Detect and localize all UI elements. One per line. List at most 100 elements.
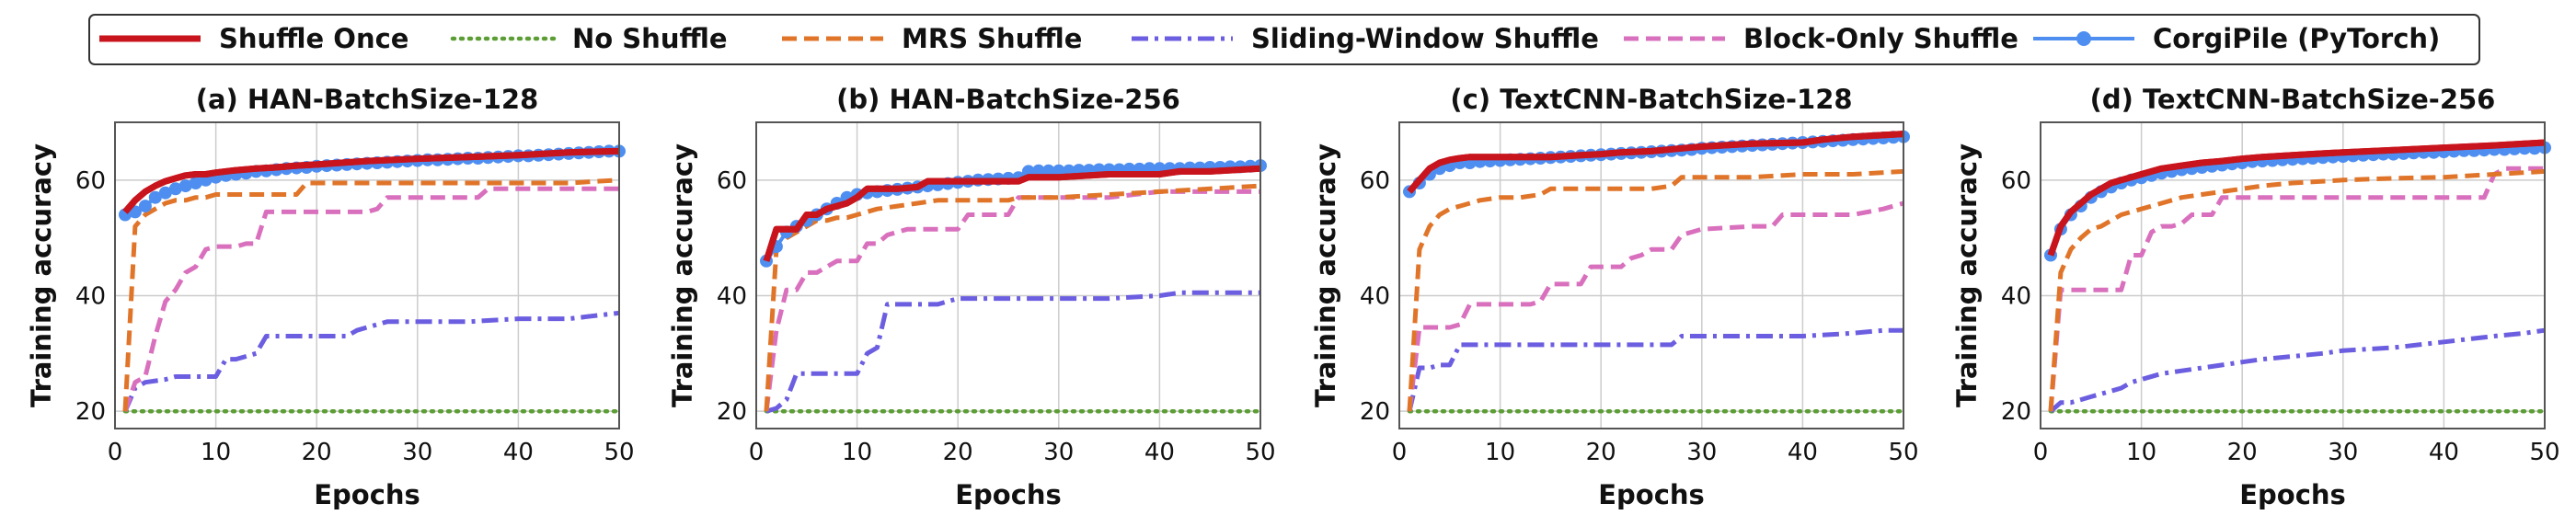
x-tick-label: 30 [2328,439,2358,466]
plot-frame [2040,121,2546,429]
y-tick-label: 60 [717,167,747,195]
legend-label: Shuffle Once [219,23,408,54]
x-tick-label: 0 [1392,439,1408,466]
legend-item-shuffle-once: Shuffle Once [99,23,408,54]
x-tick-label: 50 [1245,439,1275,466]
series-line-sliding-window-shuffle [122,310,620,413]
x-tick-label: 20 [2227,439,2258,466]
x-tick-label: 40 [503,439,534,466]
y-tick-label: 60 [2001,167,2031,195]
x-tick-label: 50 [604,439,634,466]
y-axis-label: Training accuracy [26,143,57,407]
x-tick-label: 30 [402,439,432,466]
series-line-block-only-shuffle [1407,200,1904,412]
x-axis-label: Epochs [955,479,1062,510]
series-line-mrs-shuffle [1407,168,1904,412]
x-tick-label: 0 [749,439,765,466]
data-point-corgipile-pytorch [148,190,162,204]
y-tick-label: 40 [1360,282,1390,310]
x-tick-label: 30 [1043,439,1074,466]
y-tick-label: 20 [75,398,106,426]
legend-item-sliding-window-shuffle: Sliding-Window Shuffle [1132,23,1599,54]
chart-panel-3: 0 10 20 30 40 50 20 40 60 (c) TextCNN-BatchSize-1… [1310,84,1919,510]
x-axis-label: Epochs [1598,479,1705,510]
series-line-sliding-window-shuffle [1407,327,1903,412]
chart-title: (b) HAN-BatchSize-256 [836,84,1180,115]
chart-panel-2: 0 10 20 30 40 50 20 40 60 (b) HAN-BatchSize-256 Ep… [667,84,1276,510]
series-group [119,144,626,414]
x-tick-label: 20 [1586,439,1616,466]
chart-panel-4: 0 10 20 30 40 50 20 40 60 (d) TextCNN-BatchSize-2… [1951,84,2560,510]
series-line-mrs-shuffle [764,183,1261,412]
legend-label: Block-Only Shuffle [1743,23,2018,54]
y-axis-label: Training accuracy [667,143,698,407]
legend-marker [2076,31,2091,46]
legend-item-mrs-shuffle: MRS Shuffle [782,23,1082,54]
y-tick-label: 60 [75,167,106,195]
series-line-sliding-window-shuffle [765,290,1260,414]
y-tick-label: 40 [717,282,747,310]
y-tick-label: 40 [75,282,106,310]
plot-frame [755,121,1261,429]
series-line-shuffle-once-top [2047,139,2546,257]
x-tick-label: 40 [1144,439,1175,466]
data-point-corgipile-pytorch [138,200,152,213]
series-line-shuffle-once-top [1407,131,1904,194]
legend: Shuffle Once No Shuffle MRS Shuffle Sliding… [88,14,2480,65]
series-line-mrs-shuffle [122,177,620,412]
chart-title: (a) HAN-BatchSize-128 [196,84,539,115]
series-line-sliding-window-shuffle [2049,327,2546,414]
series-group [2044,139,2551,414]
legend-item-corgipile-pytorch: CorgiPile (PyTorch) [2033,23,2440,54]
series-group [1403,130,1910,414]
chart-title: (c) TextCNN-BatchSize-128 [1450,84,1852,115]
series-line-shuffle-once-top [122,147,620,214]
x-axis-label: Epochs [2239,479,2346,510]
x-tick-label: 0 [2033,439,2049,466]
data-point-corgipile-pytorch [168,182,182,196]
legend-box [88,14,2480,65]
y-tick-label: 20 [717,398,747,426]
x-tick-label: 20 [943,439,973,466]
legend-item-no-shuffle: No Shuffle [450,23,728,54]
y-tick-label: 40 [2001,282,2031,310]
data-point-corgipile-pytorch [158,186,172,200]
series-line-block-only-shuffle [2048,166,2545,412]
series-line-corgipile-pytorch [2049,145,2546,257]
chart-panel-1: 0 10 20 30 40 50 20 40 60 (a) HAN-BatchSize-128 Ep… [26,84,635,510]
y-axis-label: Training accuracy [1310,143,1341,407]
x-tick-label: 50 [2529,439,2559,466]
chart-panels: 0 10 20 30 40 50 20 40 60 (a) HAN-BatchSize-128 Ep… [26,84,2560,510]
series-line-shuffle-once-top [763,165,1261,262]
series-line-block-only-shuffle [764,189,1260,412]
series-line-block-only-shuffle [122,186,619,413]
x-tick-label: 0 [108,439,123,466]
y-axis-label: Training accuracy [1951,143,1983,407]
x-tick-label: 10 [1485,439,1515,466]
x-tick-label: 20 [302,439,332,466]
x-tick-label: 30 [1686,439,1717,466]
legend-label: CorgiPile (PyTorch) [2153,23,2440,54]
legend-label: No Shuffle [572,23,728,54]
series-line-mrs-shuffle [2048,168,2546,412]
data-point-corgipile-pytorch [178,179,192,193]
y-tick-label: 20 [2001,398,2031,426]
x-tick-label: 40 [2429,439,2459,466]
data-point-corgipile-pytorch [189,177,202,189]
x-tick-label: 50 [1888,439,1918,466]
legend-label: MRS Shuffle [902,23,1082,54]
x-axis-label: Epochs [314,479,420,510]
x-tick-label: 40 [1788,439,1818,466]
plot-frame [114,121,620,429]
series-group [760,159,1267,414]
chart-title: (d) TextCNN-BatchSize-256 [2090,84,2496,115]
legend-item-block-only-shuffle: Block-Only Shuffle [1624,23,2018,54]
y-tick-label: 60 [1360,167,1390,195]
x-tick-label: 10 [842,439,872,466]
x-tick-label: 10 [2126,439,2156,466]
y-tick-label: 20 [1360,398,1390,426]
x-tick-label: 10 [201,439,231,466]
plot-frame [1398,121,1904,429]
legend-label: Sliding-Window Shuffle [1251,23,1599,54]
